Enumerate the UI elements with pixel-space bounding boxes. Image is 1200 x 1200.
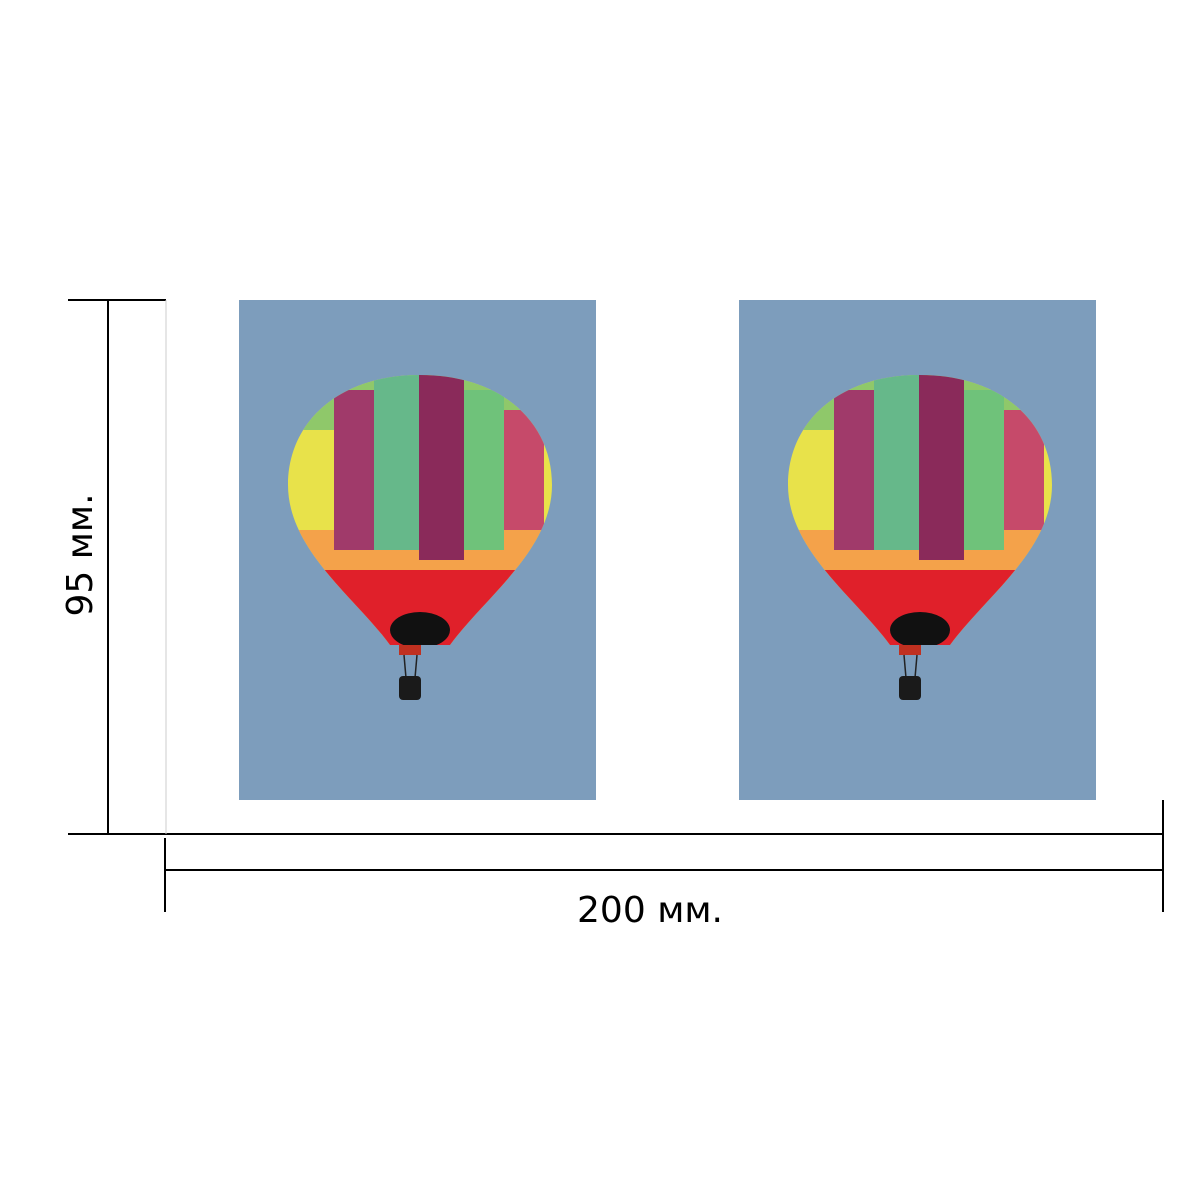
photo-left — [239, 300, 596, 800]
width-label: 200 мм. — [577, 890, 723, 931]
height-label: 95 мм. — [60, 493, 101, 616]
dimension-lines — [68, 299, 1164, 912]
photo-right — [739, 300, 1096, 800]
